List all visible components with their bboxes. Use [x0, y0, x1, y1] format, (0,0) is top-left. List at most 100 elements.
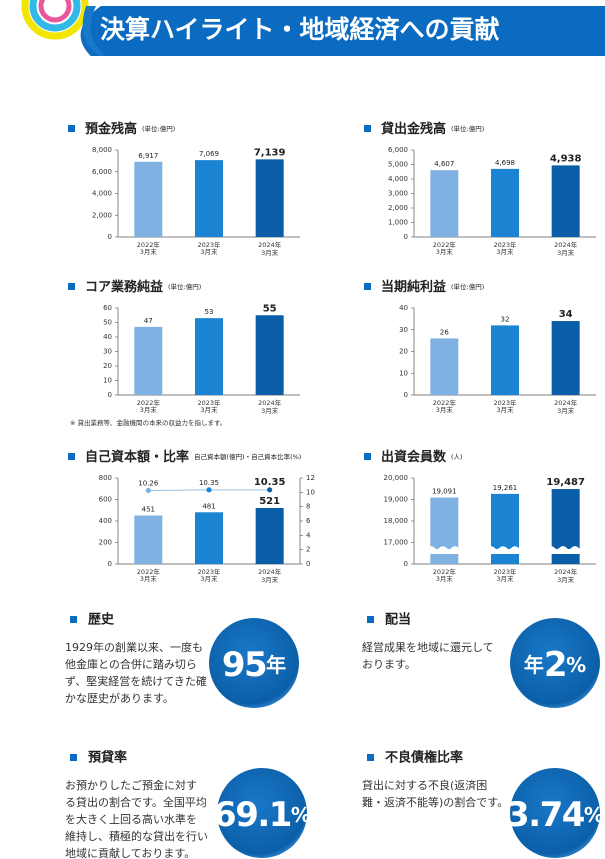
bar: [430, 497, 459, 564]
chart-title-text: 出資会員数: [381, 449, 447, 465]
chart-title: コア業務純益 (単位:億円): [85, 279, 201, 295]
y2-tick-label: 6: [306, 517, 311, 525]
bar: [551, 165, 580, 237]
section-title: 不良債権比率: [385, 750, 463, 766]
x-tick-line: 3月末: [496, 574, 514, 583]
y2-tick-label: 0: [306, 560, 310, 568]
y-tick-label: 30: [399, 326, 408, 334]
x-tick-line: 3月末: [261, 406, 279, 415]
x-tick-label: 2023年 3月末: [493, 567, 517, 583]
section-text: 1929年の創業以来、一度も: [65, 640, 203, 654]
y-tick-label: 4,000: [92, 190, 112, 198]
note: ※ 貸出業務等、金融機関の本来の収益力を指します。: [70, 418, 226, 427]
badge-pre: 年: [524, 653, 544, 677]
value-label: 19,091: [432, 488, 457, 496]
bar: [195, 512, 223, 564]
x-tick-line: 3月末: [200, 405, 218, 414]
title-marker: [68, 125, 75, 132]
title-marker: [68, 283, 75, 290]
title-marker: [364, 453, 371, 460]
x-tick-line: 3月末: [140, 405, 158, 414]
value-label: 10.26: [138, 479, 159, 487]
section-marker: [367, 754, 374, 761]
x-tick-line: 3月末: [200, 247, 218, 256]
y-tick-label: 20,000: [384, 474, 409, 482]
y-tick-label: 40: [399, 304, 408, 312]
x-tick-line: 3月末: [557, 248, 575, 257]
x-tick-line: 2024年: [554, 567, 578, 576]
x-tick-line: 2023年: [493, 398, 517, 407]
chart-title-text: 貸出金残高: [381, 121, 446, 137]
bar: [134, 161, 163, 237]
bar: [551, 321, 580, 395]
x-tick-label: 2023年 3月末: [197, 567, 221, 583]
y-tick-label: 18,000: [384, 517, 409, 525]
x-tick-label: 2024年 3月末: [554, 240, 578, 257]
x-tick-label: 2022年 3月末: [433, 567, 457, 583]
title-marker: [364, 125, 371, 132]
x-tick-label: 2022年 3月末: [137, 398, 161, 414]
x-tick-label: 2022年 3月末: [137, 567, 161, 583]
value-label: 32: [501, 315, 510, 323]
section-text: 難・返済不能等)の割合です。: [362, 795, 508, 809]
y-tick-label: 4,000: [388, 175, 408, 183]
chart-title: 当期純利益 (単位:億円): [381, 279, 484, 295]
y2-tick-label: 8: [306, 503, 310, 511]
badge-circle: [217, 768, 307, 858]
section-text: おります。: [362, 658, 416, 671]
y2-tick-label: 4: [306, 531, 311, 539]
value-label: 7,139: [254, 147, 286, 158]
section-text: お預かりしたご預金に対す: [65, 778, 197, 792]
header-band: [60, 6, 605, 56]
x-tick-label: 2024年 3月末: [554, 567, 578, 584]
value-label: 481: [202, 502, 215, 510]
value-label: 19,261: [493, 484, 518, 492]
x-tick-label: 2023年 3月末: [197, 398, 221, 414]
bar: [491, 168, 519, 237]
x-tick-line: 2023年: [197, 398, 221, 407]
section-marker: [70, 616, 77, 623]
chart-title: 預金残高 (単位:億円): [85, 121, 175, 137]
value-label: 451: [142, 506, 155, 514]
section-text: 維持し、積極的な貸出を行い: [65, 829, 208, 843]
bar: [430, 170, 459, 237]
value-label: 4,938: [550, 153, 582, 164]
title-marker: [68, 453, 75, 460]
x-tick-line: 2022年: [433, 240, 457, 249]
value-label: 4,607: [434, 160, 454, 168]
x-tick-line: 3月末: [557, 406, 575, 415]
chart-title-text: コア業務純益: [85, 279, 163, 295]
badge-num: 3.74: [506, 795, 585, 835]
y-tick-label: 0: [108, 233, 112, 241]
x-tick-line: 2023年: [197, 567, 221, 576]
y-tick-label: 6,000: [92, 168, 112, 176]
bar: [255, 315, 284, 395]
header-ring: [38, 0, 72, 23]
y-tick-label: 6,000: [388, 146, 408, 154]
value-label: 7,069: [199, 150, 219, 158]
y-tick-label: 400: [99, 517, 112, 525]
y-tick-label: 8,000: [92, 146, 112, 154]
chart-title: 出資会員数 (人): [381, 449, 463, 465]
value-label: 521: [259, 496, 280, 507]
x-tick-line: 2023年: [493, 240, 517, 249]
y-tick-label: 600: [99, 496, 112, 504]
y-tick-label: 1,000: [388, 219, 408, 227]
badge-num: 69.1: [213, 795, 291, 835]
bar: [195, 318, 223, 395]
badge-num: 95: [222, 645, 266, 685]
value-label: 53: [205, 308, 214, 316]
x-tick-line: 3月末: [261, 248, 279, 257]
x-tick-line: 3月末: [436, 405, 454, 414]
badge-num: 2: [544, 645, 566, 685]
chart-unit: (人): [451, 453, 463, 461]
y-tick-label: 50: [103, 319, 112, 327]
chart-title: 貸出金残高 (単位:億円): [381, 121, 484, 137]
x-tick-label: 2023年 3月末: [493, 398, 517, 414]
section-title: 預貸率: [88, 750, 127, 766]
x-tick-line: 2024年: [258, 567, 282, 576]
section-text: を大きく上回る高い水準を: [65, 812, 197, 826]
chart-unit: (単位:億円): [168, 282, 201, 291]
chart-title-text: 預金残高: [85, 121, 137, 137]
